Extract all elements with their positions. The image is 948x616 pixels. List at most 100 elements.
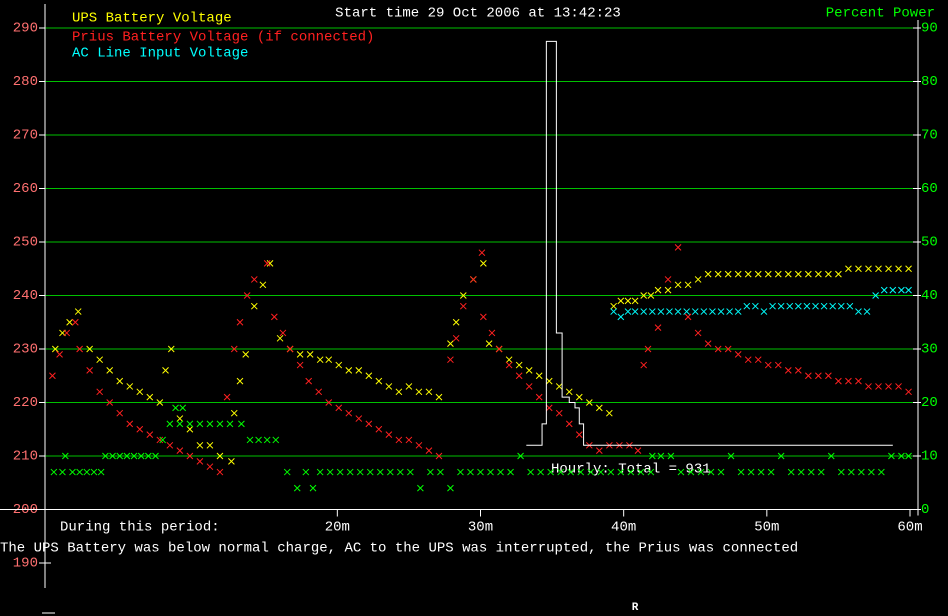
x-tick-label: 20m: [325, 520, 350, 536]
data-point: [889, 286, 897, 294]
data-point: [90, 468, 98, 476]
data-point: [535, 372, 543, 380]
data-point: [674, 243, 682, 251]
data-point: [196, 420, 204, 428]
data-point: [243, 292, 251, 299]
data-point: [747, 468, 755, 476]
data-point: [784, 270, 792, 278]
data-point: [356, 468, 364, 476]
x-tick-label: 50m: [754, 520, 779, 536]
data-point: [336, 468, 344, 476]
data-point: [230, 409, 238, 417]
data-point: [537, 468, 544, 476]
data-point: [515, 372, 523, 380]
data-point: [206, 463, 214, 471]
data-point: [525, 383, 533, 390]
y2-tick-label: 60: [921, 181, 938, 197]
data-point: [631, 297, 639, 305]
data-point: [803, 302, 811, 310]
data-point: [820, 302, 828, 310]
data-point: [667, 452, 675, 460]
data-point: [895, 265, 902, 273]
y-tick-label: 210: [13, 449, 38, 465]
data-point: [812, 302, 819, 310]
data-point: [326, 468, 334, 476]
data-point: [585, 399, 593, 406]
data-point: [595, 447, 603, 455]
data-point: [146, 393, 154, 401]
data-point: [865, 265, 872, 273]
data-point: [123, 452, 131, 460]
data-point: [196, 441, 204, 449]
data-point: [385, 431, 393, 438]
data-point: [664, 276, 672, 283]
data-point: [898, 286, 905, 294]
data-point: [435, 393, 443, 401]
data-point: [427, 468, 434, 476]
data-point: [555, 409, 563, 417]
y-tick-label: 200: [13, 502, 38, 518]
data-point: [648, 308, 656, 315]
data-point: [309, 484, 317, 492]
data-point: [345, 409, 353, 417]
data-point: [845, 265, 852, 273]
data-point: [677, 468, 685, 476]
data-point: [794, 302, 802, 310]
data-point: [325, 356, 333, 364]
data-point: [179, 404, 187, 412]
data-point: [845, 377, 852, 385]
data-point: [469, 276, 477, 283]
y-tick-label: 230: [13, 342, 38, 358]
y2-tick-label: 80: [921, 74, 938, 90]
data-point: [415, 388, 423, 396]
data-point: [694, 329, 702, 337]
y-tick-label: 250: [13, 235, 38, 251]
data-point: [786, 302, 794, 310]
data-point: [61, 452, 69, 460]
data-point: [437, 468, 444, 476]
data-point: [452, 334, 460, 342]
data-point: [575, 431, 583, 438]
data-point: [206, 441, 214, 449]
data-point: [176, 415, 184, 422]
data-point: [302, 468, 310, 476]
data-point: [787, 468, 795, 476]
data-point: [752, 302, 759, 310]
y-tick-label: 260: [13, 181, 38, 197]
data-point: [50, 468, 58, 476]
data-point: [565, 420, 573, 428]
data-point: [567, 468, 575, 476]
data-point: [754, 270, 762, 278]
data-point: [76, 468, 83, 476]
data-point: [905, 286, 912, 294]
data-point: [71, 318, 79, 326]
data-point: [825, 372, 832, 380]
data-point: [137, 452, 145, 460]
data-point: [640, 361, 648, 369]
data-point: [794, 367, 802, 374]
data-point: [545, 377, 553, 385]
data-point: [266, 260, 274, 267]
data-point: [644, 345, 652, 353]
legend-entry: UPS Battery Voltage: [72, 11, 232, 27]
data-point: [624, 308, 632, 315]
data-point: [815, 372, 822, 380]
data-point: [827, 452, 835, 460]
x-tick-label: 30m: [468, 520, 493, 536]
data-point: [577, 468, 585, 476]
data-point: [405, 383, 413, 390]
y-tick-label: 290: [13, 21, 38, 37]
y2-tick-label: 0: [921, 502, 929, 518]
data-point: [186, 420, 194, 428]
data-point: [196, 457, 204, 465]
data-point: [76, 345, 83, 353]
data-point: [242, 350, 250, 358]
data-point: [605, 409, 613, 417]
y-tick-label: 190: [13, 556, 38, 572]
data-point: [365, 372, 373, 380]
data-point: [905, 265, 912, 273]
data-point: [156, 399, 164, 406]
data-point: [425, 447, 433, 455]
data-point: [335, 361, 343, 369]
